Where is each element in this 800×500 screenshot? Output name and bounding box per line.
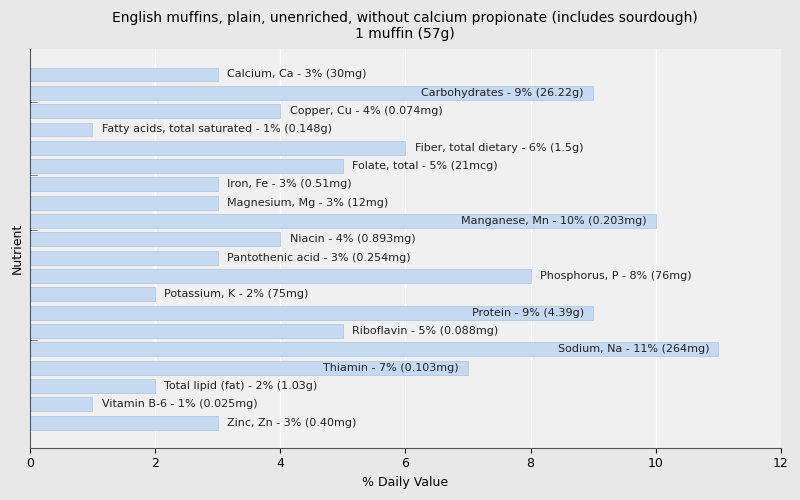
Bar (30, 361, 468, 374)
Bar (30, 398, 92, 411)
Text: Vitamin B-6 - 1% (0.025mg): Vitamin B-6 - 1% (0.025mg) (102, 400, 258, 409)
X-axis label: % Daily Value: % Daily Value (362, 476, 449, 489)
Bar (30, 86, 593, 100)
Y-axis label: Nutrient: Nutrient (11, 223, 24, 274)
Text: Calcium, Ca - 3% (30mg): Calcium, Ca - 3% (30mg) (227, 70, 366, 80)
Text: Copper, Cu - 4% (0.074mg): Copper, Cu - 4% (0.074mg) (290, 106, 442, 116)
Bar (30, 342, 718, 356)
Text: Pantothenic acid - 3% (0.254mg): Pantothenic acid - 3% (0.254mg) (227, 252, 410, 262)
Text: Protein - 9% (4.39g): Protein - 9% (4.39g) (472, 308, 584, 318)
Bar (30, 306, 593, 320)
Bar (30, 288, 155, 301)
Text: Sodium, Na - 11% (264mg): Sodium, Na - 11% (264mg) (558, 344, 709, 354)
Bar (30, 379, 155, 393)
Text: Folate, total - 5% (21mcg): Folate, total - 5% (21mcg) (352, 161, 498, 171)
Bar (30, 324, 342, 338)
Text: Fatty acids, total saturated - 1% (0.148g): Fatty acids, total saturated - 1% (0.148… (102, 124, 332, 134)
Text: Total lipid (fat) - 2% (1.03g): Total lipid (fat) - 2% (1.03g) (164, 381, 318, 391)
Bar (30, 196, 218, 209)
Text: Zinc, Zn - 3% (0.40mg): Zinc, Zn - 3% (0.40mg) (227, 418, 356, 428)
Text: Riboflavin - 5% (0.088mg): Riboflavin - 5% (0.088mg) (352, 326, 498, 336)
Text: Iron, Fe - 3% (0.51mg): Iron, Fe - 3% (0.51mg) (227, 180, 351, 190)
Bar (30, 104, 280, 118)
Bar (30, 269, 530, 283)
Bar (30, 251, 218, 264)
Bar (30, 214, 656, 228)
Bar (30, 416, 218, 430)
Text: Manganese, Mn - 10% (0.203mg): Manganese, Mn - 10% (0.203mg) (461, 216, 646, 226)
Bar (30, 178, 218, 191)
Bar (30, 68, 218, 82)
Text: Thiamin - 7% (0.103mg): Thiamin - 7% (0.103mg) (323, 362, 458, 372)
Bar (30, 159, 342, 173)
Text: Phosphorus, P - 8% (76mg): Phosphorus, P - 8% (76mg) (540, 271, 691, 281)
Text: Magnesium, Mg - 3% (12mg): Magnesium, Mg - 3% (12mg) (227, 198, 388, 207)
Bar (30, 232, 280, 246)
Text: Carbohydrates - 9% (26.22g): Carbohydrates - 9% (26.22g) (422, 88, 584, 98)
Bar (30, 141, 406, 154)
Text: Niacin - 4% (0.893mg): Niacin - 4% (0.893mg) (290, 234, 415, 244)
Text: Potassium, K - 2% (75mg): Potassium, K - 2% (75mg) (164, 290, 309, 300)
Title: English muffins, plain, unenriched, without calcium propionate (includes sourdou: English muffins, plain, unenriched, with… (113, 11, 698, 42)
Bar (30, 122, 92, 136)
Text: Fiber, total dietary - 6% (1.5g): Fiber, total dietary - 6% (1.5g) (414, 142, 583, 152)
